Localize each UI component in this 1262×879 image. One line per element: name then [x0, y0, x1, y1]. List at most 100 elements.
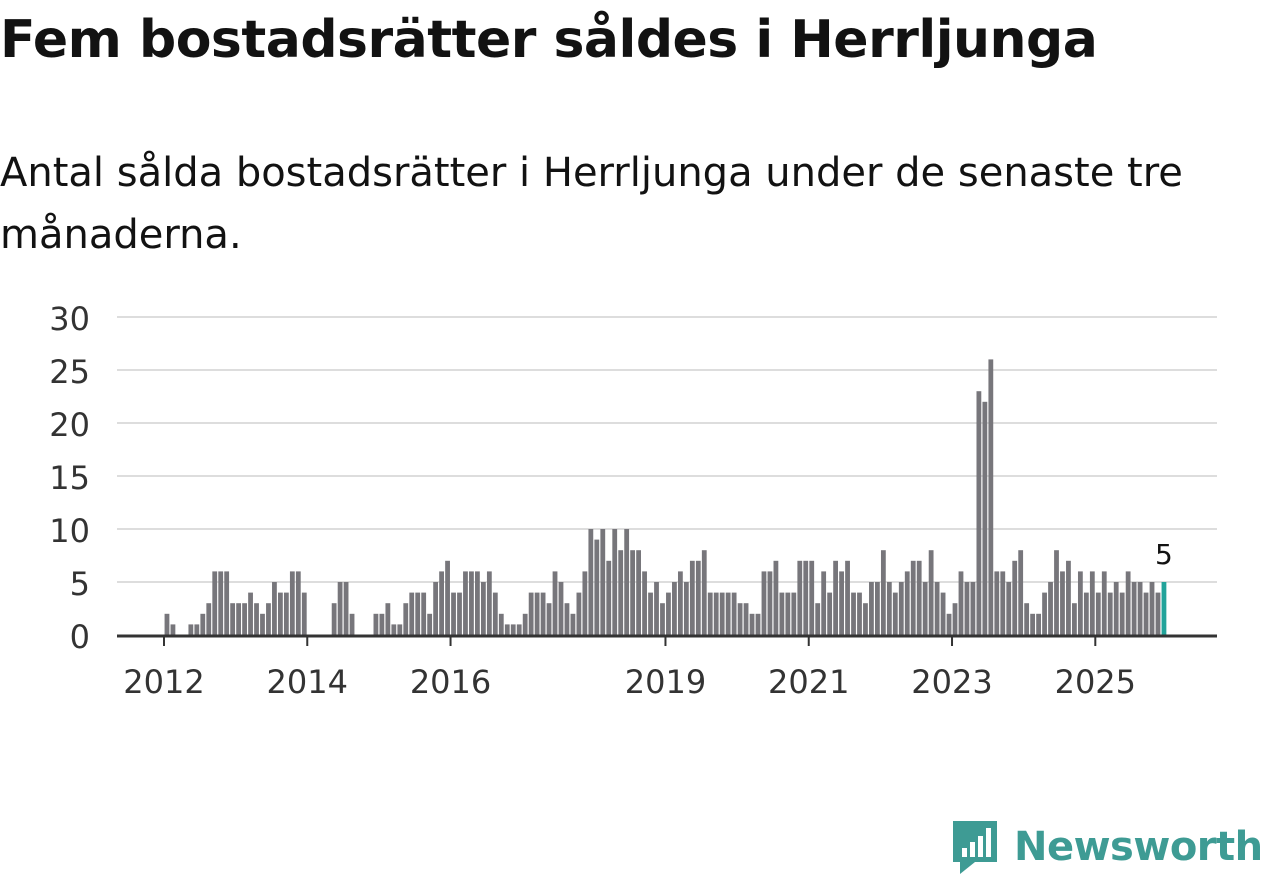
bar	[803, 560, 809, 635]
bar	[749, 613, 755, 635]
bar	[940, 592, 946, 635]
bar	[863, 603, 868, 635]
bar	[564, 603, 570, 635]
bar	[379, 613, 385, 635]
bar	[606, 560, 612, 635]
bar	[642, 571, 647, 635]
bar	[1006, 582, 1012, 635]
bar	[295, 571, 301, 635]
bar	[648, 592, 653, 635]
bar	[791, 592, 797, 635]
bar	[260, 613, 265, 635]
bar	[415, 592, 421, 635]
bar	[552, 571, 558, 635]
bar	[624, 529, 630, 635]
bar	[582, 571, 588, 635]
bar	[1060, 571, 1065, 635]
bar	[833, 560, 839, 635]
bar	[1030, 613, 1036, 635]
bar	[654, 582, 659, 635]
y-axis: 0 5 10 15 20 25 30	[49, 300, 90, 656]
bar	[540, 592, 546, 635]
bar	[1113, 582, 1119, 635]
bar	[976, 391, 982, 635]
newsworthy-logo: Newsworthy	[950, 818, 1262, 876]
bar	[1095, 592, 1101, 635]
bar	[218, 571, 224, 635]
bar	[761, 571, 767, 635]
bar	[421, 592, 427, 635]
chart-subtitle: Antal sålda bostadsrätter i Herrljunga u…	[0, 150, 1183, 258]
bar	[660, 603, 665, 635]
bar	[451, 592, 456, 635]
bar	[1131, 582, 1137, 635]
bar	[886, 582, 892, 635]
bar	[946, 613, 952, 635]
bar	[683, 582, 689, 635]
bar	[1042, 592, 1047, 635]
bar-chart-icon	[953, 821, 997, 874]
bar	[301, 592, 307, 635]
bar	[713, 592, 719, 635]
bar	[516, 624, 522, 635]
bar	[1066, 560, 1071, 635]
bar	[666, 592, 671, 635]
bar	[266, 603, 271, 635]
bar	[773, 560, 779, 635]
bar	[480, 582, 486, 635]
bar	[779, 592, 785, 635]
bar	[1054, 550, 1059, 635]
bar	[475, 571, 480, 635]
bar	[857, 592, 862, 635]
bar	[880, 550, 886, 635]
bar	[964, 582, 970, 635]
bar	[1119, 592, 1125, 635]
bar	[677, 571, 683, 635]
data-labels: 5	[1155, 538, 1173, 571]
bar	[898, 582, 904, 635]
bar	[630, 550, 636, 635]
bar	[272, 582, 277, 635]
bar	[170, 624, 176, 635]
bar	[1072, 603, 1077, 635]
bar	[1077, 571, 1083, 635]
bar	[785, 592, 791, 635]
bar	[427, 613, 433, 635]
bar	[510, 624, 516, 635]
bar	[558, 582, 564, 635]
y-tick-label: 5	[70, 565, 90, 603]
bar	[212, 571, 218, 635]
bar	[809, 560, 815, 635]
bar	[827, 592, 833, 635]
bar	[869, 582, 874, 635]
bar	[433, 582, 439, 635]
bar	[910, 560, 916, 635]
bar	[164, 613, 170, 635]
x-axis: 2012 2014 2016 2019 2021 2023 2025	[117, 634, 1217, 701]
bar	[701, 550, 707, 635]
bar	[821, 571, 827, 635]
bar	[689, 560, 695, 635]
bar	[457, 592, 462, 635]
bar	[206, 603, 212, 635]
bar	[851, 592, 856, 635]
bar	[588, 529, 594, 635]
bar	[242, 603, 247, 635]
bar-latest	[1161, 582, 1167, 635]
bar	[875, 582, 880, 635]
bar	[1000, 571, 1006, 635]
x-tick-label: 2014	[267, 663, 348, 701]
bar	[498, 613, 504, 635]
bar	[636, 550, 641, 635]
bar	[719, 592, 725, 635]
bar	[1155, 592, 1161, 635]
bar	[1036, 613, 1041, 635]
bar	[409, 592, 415, 635]
bar	[1024, 603, 1030, 635]
bar	[1018, 550, 1024, 635]
bar	[200, 613, 206, 635]
bar	[904, 571, 910, 635]
bar	[1048, 582, 1053, 635]
bar	[1083, 592, 1089, 635]
bar	[469, 571, 474, 635]
